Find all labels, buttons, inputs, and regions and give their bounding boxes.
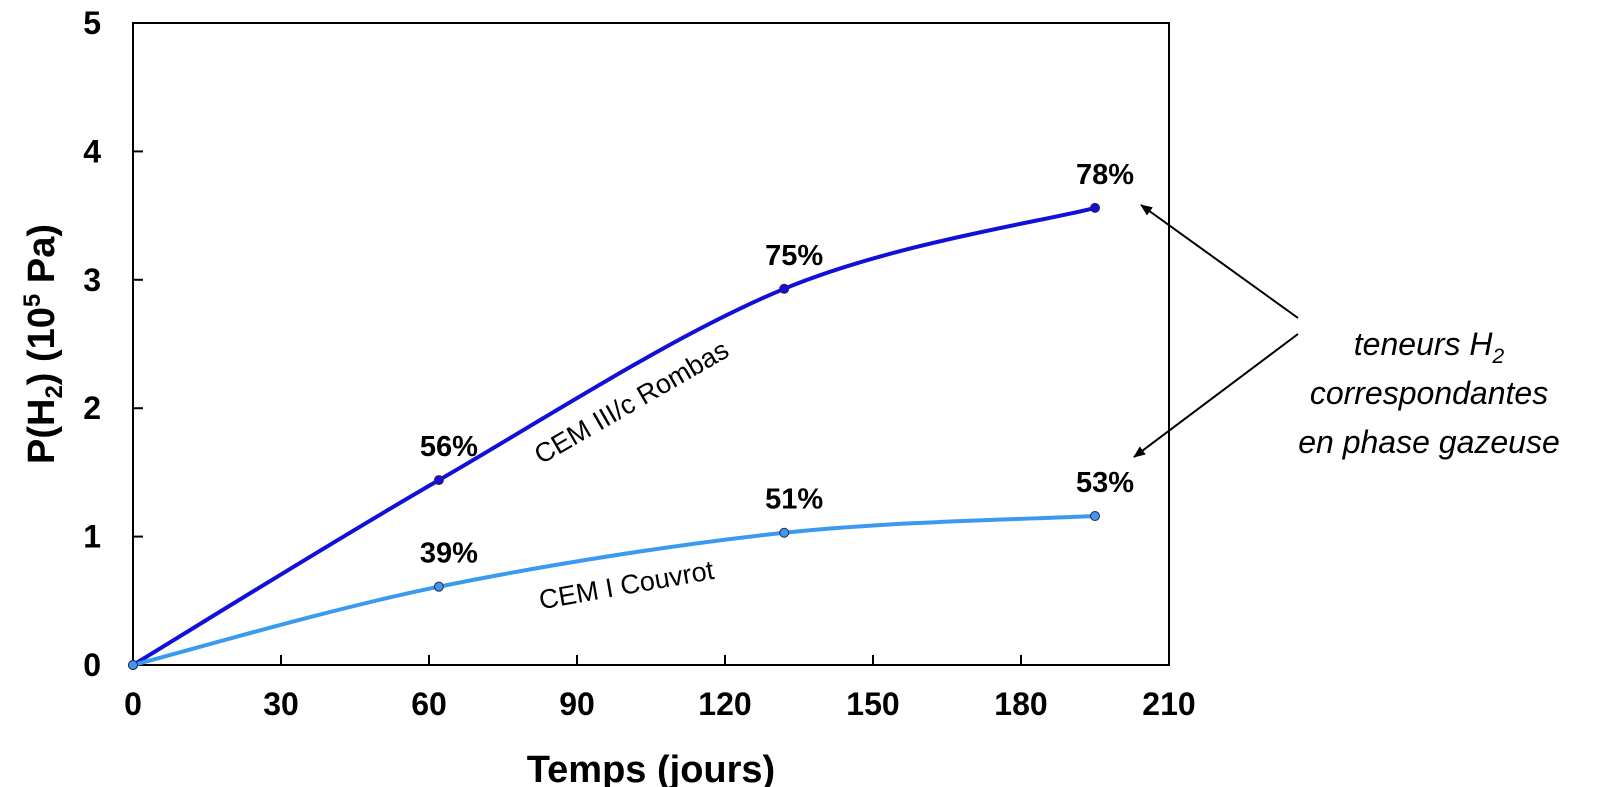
data-point: [779, 527, 790, 538]
x-axis-ticks: 0 30 60 90 120 150 180 210: [124, 655, 1196, 722]
x-tick-label: 150: [846, 686, 899, 722]
y-tick-label: 2: [83, 390, 101, 426]
y-tick-label: 4: [83, 133, 101, 169]
data-point: [433, 581, 444, 592]
x-tick-label: 120: [698, 686, 751, 722]
point-label: 53%: [1076, 467, 1134, 499]
y-tick-label: 3: [83, 262, 101, 298]
series-layer: [128, 202, 1100, 670]
data-point: [1090, 511, 1100, 522]
annotation: teneurs H2 correspondantes en phase gaze…: [1133, 204, 1560, 460]
x-axis-title: Temps (jours): [527, 749, 775, 787]
point-label: 51%: [765, 484, 823, 516]
y-axis-ticks: 0 1 2 3 4 5: [83, 5, 143, 683]
x-tick-label: 30: [263, 686, 299, 722]
y-axis-title: P(H2) (105 Pa): [19, 224, 68, 464]
point-label: 56%: [420, 431, 478, 463]
x-tick-label: 210: [1142, 686, 1195, 722]
y-tick-label: 1: [83, 519, 101, 555]
point-label: 39%: [420, 538, 478, 570]
annotation-line-3: en phase gazeuse: [1298, 424, 1560, 460]
x-tick-label: 0: [124, 686, 142, 722]
data-point: [779, 283, 790, 294]
y-tick-label: 0: [83, 647, 101, 683]
data-point: [433, 475, 444, 486]
x-tick-label: 90: [559, 686, 595, 722]
data-point: [1090, 202, 1100, 213]
point-label: 75%: [765, 240, 823, 272]
point-labels: 56% 75% 78% 39% 51% 53%: [420, 159, 1134, 570]
annotation-arrow-lower: [1133, 333, 1299, 458]
x-tick-label: 180: [994, 686, 1047, 722]
y-tick-label: 5: [83, 5, 101, 41]
x-tick-label: 60: [411, 686, 447, 722]
annotation-line-2: correspondantes: [1310, 375, 1548, 411]
annotation-arrow-upper: [1140, 204, 1299, 319]
series-line-1: [131, 514, 1097, 667]
data-point: [128, 660, 138, 670]
annotation-line-1: teneurs H2: [1354, 326, 1505, 368]
series-line-0: [131, 205, 1097, 667]
point-label: 78%: [1076, 159, 1134, 191]
